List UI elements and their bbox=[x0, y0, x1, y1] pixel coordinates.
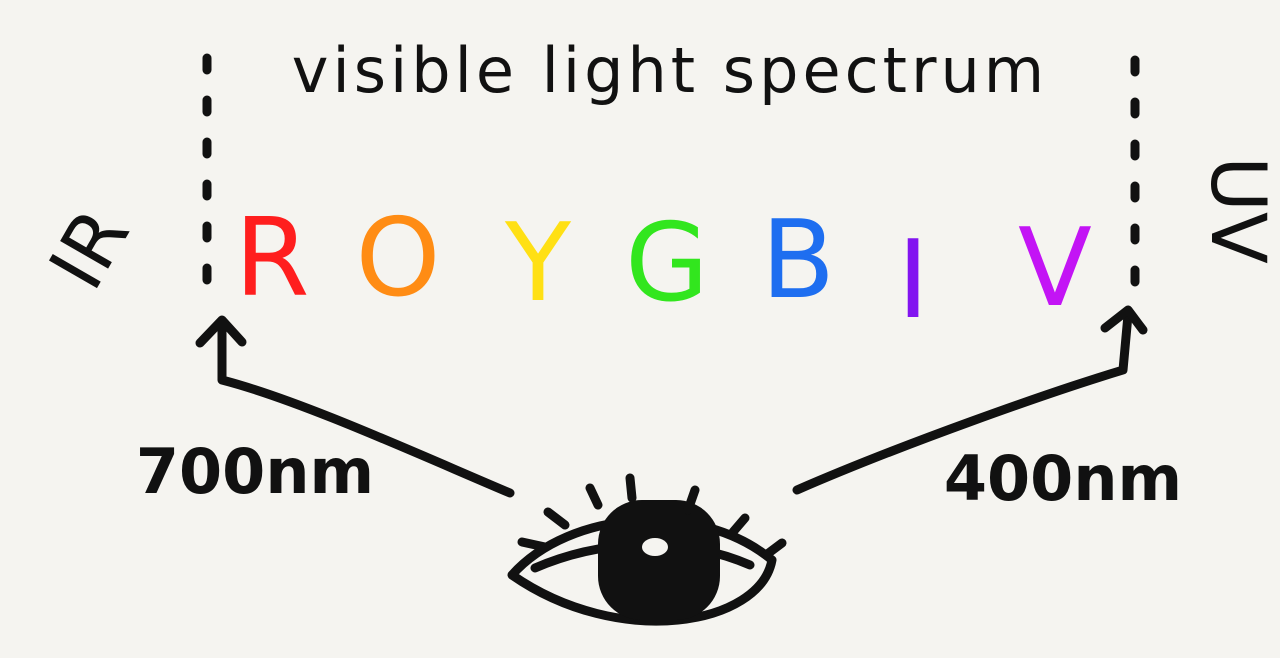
spectrum-bands: R O Y G B I V bbox=[234, 196, 1091, 343]
band-letter-g: G bbox=[625, 201, 709, 326]
arrow-up-icon bbox=[792, 305, 1148, 495]
ir-label: IR bbox=[32, 194, 147, 304]
band-letter-y: Y bbox=[504, 201, 572, 326]
band-letter-b: B bbox=[761, 198, 835, 323]
band-letter-v: V bbox=[1018, 206, 1092, 331]
left-wavelength-label: 700nm bbox=[136, 435, 374, 508]
eye-icon bbox=[507, 473, 787, 626]
arrow-up-icon bbox=[195, 315, 515, 498]
band-letter-o: O bbox=[355, 196, 440, 321]
band-letter-r: R bbox=[234, 196, 309, 321]
band-letter-i: I bbox=[897, 218, 929, 343]
uv-label: UV bbox=[1194, 156, 1280, 264]
diagram-title: visible light spectrum bbox=[292, 34, 1048, 107]
right-wavelength-label: 400nm bbox=[944, 442, 1182, 515]
